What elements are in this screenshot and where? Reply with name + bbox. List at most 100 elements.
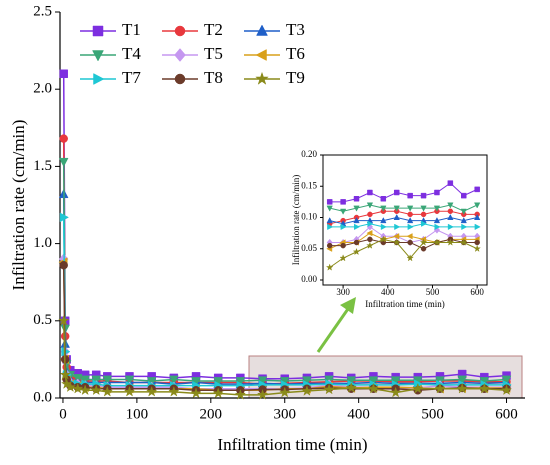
marker [339, 254, 347, 262]
marker [379, 235, 388, 243]
marker [102, 375, 113, 385]
marker [79, 384, 91, 396]
marker [326, 242, 333, 249]
marker [473, 244, 482, 253]
marker [326, 217, 333, 224]
marker [367, 236, 373, 243]
marker [59, 368, 71, 380]
x-tick-label: 600 [495, 406, 518, 422]
legend-marker [255, 71, 269, 85]
marker [367, 211, 373, 218]
marker [406, 233, 413, 240]
series-line [329, 216, 478, 225]
marker [434, 223, 441, 231]
marker [421, 220, 428, 227]
marker [434, 189, 440, 196]
marker [407, 192, 413, 199]
marker [353, 217, 360, 224]
marker [433, 238, 441, 246]
marker [419, 238, 428, 246]
marker [353, 205, 360, 212]
marker [353, 196, 360, 202]
y-tick-label: 2.5 [33, 3, 52, 19]
marker [64, 381, 77, 393]
y-tick-label: 1.5 [33, 158, 52, 174]
marker [474, 223, 481, 231]
marker [478, 382, 491, 394]
marker [380, 217, 387, 224]
marker [407, 239, 413, 246]
y-tick-label: 0.15 [301, 180, 317, 190]
x-tick-label: 600 [470, 287, 484, 297]
marker [58, 157, 69, 168]
marker [420, 246, 427, 252]
marker [235, 377, 246, 387]
x-tick-label: 500 [426, 287, 440, 297]
marker [366, 229, 373, 237]
marker [323, 383, 335, 395]
marker [352, 247, 361, 256]
marker [59, 69, 68, 79]
x-axis-label: Infiltration time (min) [217, 435, 367, 454]
x-axis-label: Infiltration time (min) [365, 299, 444, 309]
legend-label: T7 [122, 68, 141, 87]
legend-label: T5 [204, 44, 223, 63]
marker [406, 254, 414, 262]
y-tick-label: 2.0 [33, 81, 52, 97]
marker [474, 186, 480, 193]
marker [257, 376, 268, 386]
marker [406, 217, 414, 224]
marker [340, 242, 346, 249]
legend-label: T3 [286, 20, 305, 39]
marker [123, 385, 136, 397]
marker [345, 381, 357, 393]
x-tick-label: 400 [381, 287, 395, 297]
marker [447, 202, 454, 209]
marker [393, 233, 400, 240]
y-tick-label: 0.05 [301, 243, 317, 253]
marker [327, 223, 334, 231]
marker [393, 205, 400, 212]
marker [169, 375, 179, 385]
marker [367, 220, 374, 227]
marker [366, 241, 374, 249]
y-tick-label: 0.0 [33, 389, 52, 405]
legend-marker [92, 50, 104, 62]
marker [394, 223, 401, 231]
marker [389, 386, 402, 398]
marker [366, 202, 374, 209]
marker [367, 189, 373, 196]
marker [474, 202, 481, 209]
y-axis-label: Infiltration rate (cm/min) [9, 120, 28, 291]
marker [447, 213, 454, 220]
marker [301, 385, 313, 396]
y-tick-label: 0.00 [301, 274, 317, 284]
x-tick-label: 300 [336, 287, 350, 297]
legend-label: T1 [122, 20, 141, 39]
marker [59, 212, 70, 223]
x-tick-label: 200 [200, 406, 223, 422]
marker [460, 208, 467, 215]
marker [59, 134, 68, 143]
marker [234, 388, 247, 400]
legend-marker [174, 48, 186, 62]
marker [420, 192, 427, 199]
legend-marker [92, 25, 104, 37]
marker [446, 238, 455, 246]
marker [457, 375, 467, 385]
marker [392, 238, 401, 246]
marker [326, 205, 333, 212]
marker [145, 385, 158, 397]
marker [367, 382, 380, 394]
marker [474, 213, 481, 220]
marker [90, 384, 102, 396]
marker [501, 375, 512, 385]
legend-label: T2 [204, 20, 223, 39]
marker [447, 180, 454, 186]
x-tick-label: 300 [273, 406, 296, 422]
marker [346, 376, 357, 386]
x-tick-label: 500 [421, 406, 444, 422]
marker [447, 223, 454, 231]
marker [368, 376, 379, 386]
marker [340, 223, 347, 231]
